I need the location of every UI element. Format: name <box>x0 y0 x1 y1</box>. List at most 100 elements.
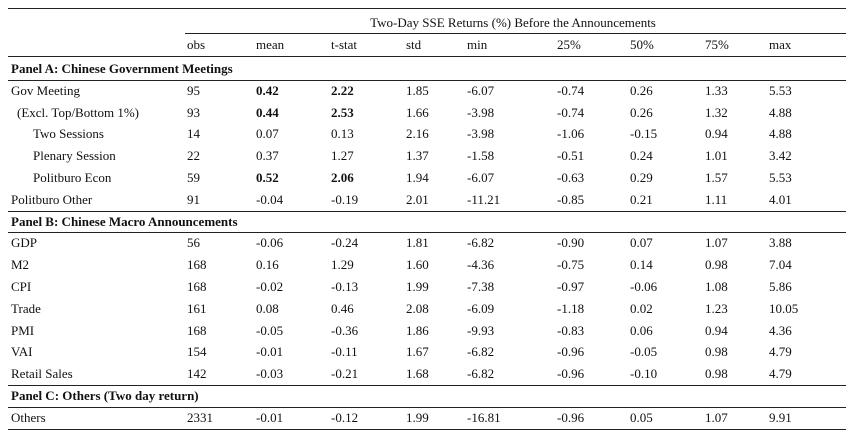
table-cell: 1.86 <box>406 322 429 338</box>
table-cell: 1.57 <box>705 170 728 185</box>
table-cell: -0.90 <box>557 235 585 251</box>
table-row: Plenary Session 22 0.37 1.27 1.37 -1.58 -0.51 0… <box>0 146 851 166</box>
row-label: PMI <box>11 322 35 338</box>
table-row: (Excl. Top/Bottom 1%) 93 0.44 2.53 1.66 -3.98… <box>0 103 851 123</box>
table-cell: 0.21 <box>630 191 653 207</box>
table-cell: -6.82 <box>467 344 495 360</box>
table-cell: -0.11 <box>331 344 358 360</box>
table-row: Politburo Other 91 -0.04 -0.19 2.01 -11.21 -0.… <box>0 190 851 210</box>
table-cell: 14 <box>187 126 200 142</box>
table-cell: -1.06 <box>557 126 585 142</box>
table-cell: 0.14 <box>630 257 653 273</box>
table-cell: -6.09 <box>467 300 495 316</box>
row-label: Politburo Other <box>11 191 93 207</box>
top-rule <box>8 8 846 9</box>
table-cell: 0.29 <box>630 170 653 185</box>
table-cell: 0.42 <box>256 82 279 98</box>
table-cell: 7.04 <box>769 257 792 273</box>
table-cell: 22 <box>187 148 200 164</box>
table-cell: 2.06 <box>331 170 354 185</box>
table-cell: -0.05 <box>630 344 658 360</box>
table-cell: 0.44 <box>256 104 279 120</box>
table-cell: 3.42 <box>769 148 792 164</box>
table-cell: -3.98 <box>467 104 495 120</box>
table-cell: 0.46 <box>331 300 354 316</box>
row-label: VAI <box>11 344 33 360</box>
table-cell: -0.51 <box>557 148 585 164</box>
column-header: 50% <box>630 37 654 52</box>
table-cell: -7.38 <box>467 279 495 294</box>
column-header-row: obs mean t-stat std min 25% 50% 75% max <box>0 35 851 55</box>
table-cell: -0.96 <box>557 409 585 425</box>
table-cell: 1.32 <box>705 104 728 120</box>
table-cell: 2.08 <box>406 300 429 316</box>
table-cell: 1.68 <box>406 366 429 382</box>
table-cell: 4.36 <box>769 322 792 338</box>
column-header: max <box>769 37 792 52</box>
table-cell: -0.75 <box>557 257 585 273</box>
table-title: Two-Day SSE Returns (%) Before the Annou… <box>370 15 656 30</box>
table-cell: 0.24 <box>630 148 653 164</box>
table-cell: -0.02 <box>256 279 284 294</box>
table-cell: -0.19 <box>331 191 359 207</box>
table-row: CPI 168 -0.02 -0.13 1.99 -7.38 -0.97 -0.06 1.08 5… <box>0 277 851 297</box>
table-cell: 1.08 <box>705 279 728 294</box>
table-cell: 0.94 <box>705 322 728 338</box>
header-rule <box>8 56 846 57</box>
panel-label: Panel A: Chinese Government Meetings <box>11 61 233 76</box>
table-cell: 1.67 <box>406 344 429 360</box>
table-cell: 0.08 <box>256 300 279 316</box>
table-cell: 0.52 <box>256 170 279 185</box>
table-cell: 2.53 <box>331 104 354 120</box>
table-cell: 1.01 <box>705 148 728 164</box>
table-cell: 0.94 <box>705 126 728 142</box>
table-cell: 5.86 <box>769 279 792 294</box>
table-cell: -0.03 <box>256 366 284 382</box>
row-label: Two Sessions <box>33 126 104 142</box>
column-header: std <box>406 37 422 52</box>
table-cell: -3.98 <box>467 126 495 142</box>
row-label: CPI <box>11 279 32 294</box>
table-row: Others 2331 -0.01 -0.12 1.99 -16.81 -0.96 0.05 1… <box>0 408 851 428</box>
table-cell: 0.07 <box>630 235 653 251</box>
row-label: Plenary Session <box>33 148 116 164</box>
table-cell: -0.63 <box>557 170 585 185</box>
table-cell: 95 <box>187 82 200 98</box>
table-row: Two Sessions 14 0.07 0.13 2.16 -3.98 -1.06 -0.1… <box>0 124 851 144</box>
table-cell: -0.12 <box>331 409 359 425</box>
table-cell: 1.99 <box>406 279 429 294</box>
table-row: Politburo Econ 59 0.52 2.06 1.94 -6.07 -0.63 0.… <box>0 168 851 188</box>
row-label: Others <box>11 409 46 425</box>
table-row: Gov Meeting 95 0.42 2.22 1.85 -6.07 -0.74 0.26 1… <box>0 81 851 101</box>
bottom-rule <box>8 428 846 430</box>
column-header: 25% <box>557 37 581 52</box>
table-cell: -16.81 <box>467 409 501 425</box>
table-cell: 2331 <box>187 409 213 425</box>
table-row: GDP 56 -0.06 -0.24 1.81 -6.82 -0.90 0.07 1.07 3.8… <box>0 233 851 253</box>
table-cell: 10.05 <box>769 300 799 316</box>
table-cell: 1.37 <box>406 148 429 164</box>
panel-label: Panel B: Chinese Macro Announcements <box>11 213 238 229</box>
panel-rule <box>8 79 846 81</box>
table-cell: 2.22 <box>331 82 354 98</box>
table-cell: -11.21 <box>467 191 501 207</box>
table-row: VAI 154 -0.01 -0.11 1.67 -6.82 -0.96 -0.05 0.98 4… <box>0 342 851 362</box>
row-label: M2 <box>11 257 30 273</box>
table-cell: 1.60 <box>406 257 429 273</box>
table-cell: 0.16 <box>256 257 279 273</box>
table-cell: 0.26 <box>630 82 653 98</box>
table-cell: 56 <box>187 235 200 251</box>
table-cell: -6.82 <box>467 366 495 382</box>
table-cell: -0.15 <box>630 126 658 142</box>
table-cell: 4.01 <box>769 191 792 207</box>
panel-rule <box>8 406 846 408</box>
column-header: min <box>467 37 488 52</box>
table-cell: 1.85 <box>406 82 429 98</box>
table-cell: 1.29 <box>331 257 354 273</box>
table-cell: 161 <box>187 300 207 316</box>
column-header: t-stat <box>331 37 357 52</box>
table-cell: -0.01 <box>256 409 284 425</box>
table-cell: 5.53 <box>769 170 792 185</box>
table-cell: 91 <box>187 191 200 207</box>
table-cell: 0.13 <box>331 126 354 142</box>
